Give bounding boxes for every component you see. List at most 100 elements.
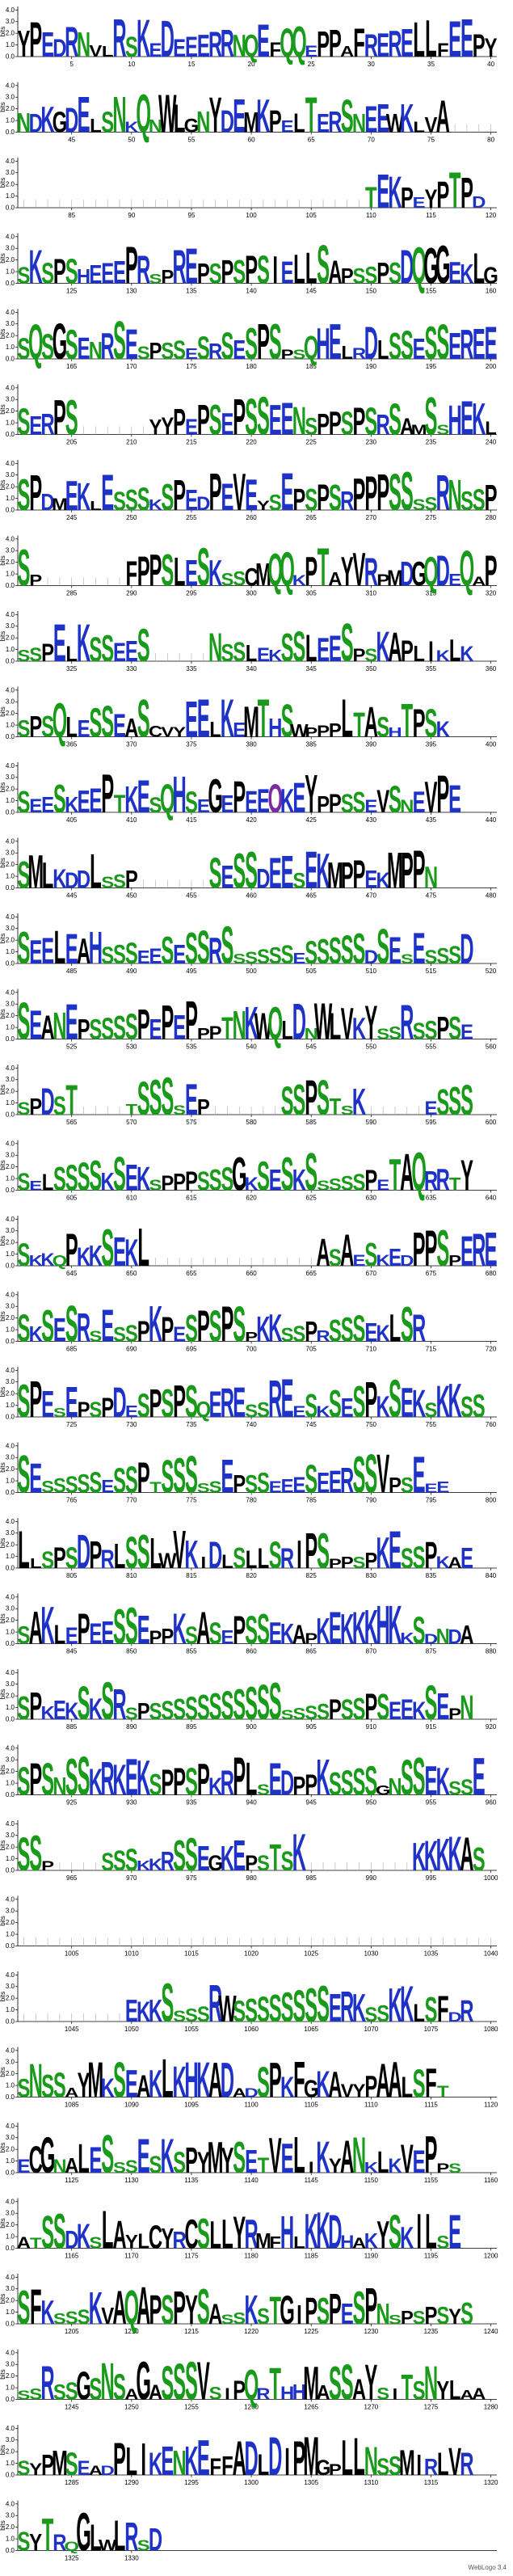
residue-glyph: S [353, 1760, 366, 1803]
residue-glyph: S [281, 1846, 294, 1877]
residue-glyph: F [437, 40, 449, 61]
residue-glyph: G [483, 262, 498, 289]
residue-glyph: P [29, 466, 42, 522]
x-tick-label: 935 [186, 1799, 197, 1807]
residue-glyph: E [341, 1393, 354, 1423]
residue-glyph: Y [161, 2224, 174, 2254]
residue-glyph: L [174, 97, 186, 141]
y-axis-label: bits [0, 2294, 6, 2304]
residue-glyph: S [460, 1391, 473, 1423]
x-tick-label: 1290 [124, 2479, 139, 2486]
residue-glyph: S [221, 1162, 233, 1198]
residue-glyph: S [389, 326, 402, 368]
residue-glyph: K [316, 2063, 330, 2106]
residue-glyph: L [473, 243, 485, 293]
residue-glyph: S [197, 1481, 210, 1496]
residue-glyph: A [208, 2300, 222, 2331]
y-tick-label: 1.0 [6, 419, 15, 427]
residue-glyph: P [401, 843, 414, 900]
residue-glyph: G [184, 115, 200, 137]
residue-glyph: S [424, 947, 437, 968]
residue-glyph: L [209, 718, 221, 742]
residue-glyph: W [158, 82, 177, 144]
x-tick-label: 565 [66, 1119, 78, 1126]
residue-glyph: K [196, 2052, 210, 2109]
x-tick-label: 1270 [364, 2404, 378, 2411]
residue-glyph: E [281, 847, 294, 899]
y-tick-label: 1.0 [6, 1855, 15, 1862]
x-tick-label: 625 [306, 1195, 317, 1202]
residue-glyph: R [112, 1680, 126, 1729]
residue-glyph: R [40, 407, 54, 441]
residue-glyph: K [424, 1832, 438, 1879]
residue-glyph: S [413, 1610, 426, 1653]
residue-glyph: G [76, 2364, 91, 2409]
residue-glyph: E [257, 644, 270, 666]
residue-glyph: E [473, 319, 486, 369]
residue-glyph: A [340, 44, 354, 61]
residue-glyph: K [137, 1858, 150, 1874]
residue-glyph: P [161, 1172, 174, 1195]
residue-glyph: R [364, 27, 378, 64]
residue-glyph: P [29, 1755, 42, 1806]
residue-glyph: S [101, 1011, 114, 1046]
x-tick-label: 750 [366, 1421, 377, 1428]
residue-glyph: S [341, 1312, 354, 1350]
residue-glyph: R [316, 1327, 330, 1345]
residue-glyph: P [424, 2127, 437, 2185]
residue-glyph: P [353, 645, 366, 665]
x-tick-label: 610 [126, 1195, 137, 1202]
residue-glyph: P [197, 1025, 210, 1043]
residue-glyph: S [269, 1533, 282, 1576]
residue-glyph: L [30, 1556, 42, 1571]
residue-glyph: A [65, 2154, 78, 2178]
residue-glyph: E [53, 1696, 66, 1726]
residue-glyph: S [376, 2384, 389, 2403]
residue-glyph: D [244, 2086, 258, 2100]
x-tick-label: 975 [186, 1874, 197, 1882]
residue-glyph: C [149, 723, 162, 740]
residue-glyph: P [364, 2278, 377, 2336]
x-tick-label: 380 [246, 741, 257, 748]
residue-glyph: H [89, 923, 103, 974]
x-tick-label: 145 [306, 288, 317, 295]
y-tick-label: 0.0 [6, 809, 15, 816]
x-tick-label: 1195 [424, 2253, 439, 2260]
residue-glyph: E [269, 848, 282, 897]
x-tick-label: 55 [188, 137, 196, 144]
residue-glyph: A [65, 2085, 78, 2101]
residue-glyph: S [221, 570, 233, 590]
residue-glyph: V [269, 2128, 282, 2185]
residue-glyph: E [185, 238, 198, 294]
residue-glyph: S [161, 546, 174, 596]
residue-glyph: S [460, 487, 473, 516]
residue-glyph: L [114, 2511, 126, 2560]
residue-glyph: E [185, 692, 198, 748]
residue-glyph: S [53, 778, 66, 822]
residue-glyph: P [305, 1317, 317, 1348]
residue-glyph: P [317, 722, 330, 740]
residue-glyph: L [293, 2127, 305, 2185]
residue-glyph: E [401, 22, 414, 66]
residue-glyph: S [436, 314, 449, 369]
residue-glyph: K [137, 10, 150, 69]
y-tick-label: 1.0 [6, 117, 15, 124]
residue-glyph: E [317, 1468, 330, 1499]
residue-glyph: K [436, 1830, 450, 1881]
residue-glyph: E [389, 1243, 402, 1271]
residue-glyph: K [436, 647, 451, 664]
residue-glyph: K [292, 1163, 307, 1197]
residue-glyph: S [292, 1075, 305, 1124]
residue-glyph: G [435, 235, 451, 296]
residue-glyph: R [137, 248, 150, 293]
residue-glyph: S [364, 261, 377, 289]
residue-glyph: E [137, 2129, 150, 2183]
residue-glyph: L [78, 2136, 90, 2182]
residue-glyph: K [53, 865, 66, 895]
residue-glyph: S [221, 1683, 233, 1728]
residue-glyph: T [365, 181, 377, 215]
residue-glyph: L [449, 2375, 461, 2405]
residue-glyph: S [137, 343, 150, 363]
